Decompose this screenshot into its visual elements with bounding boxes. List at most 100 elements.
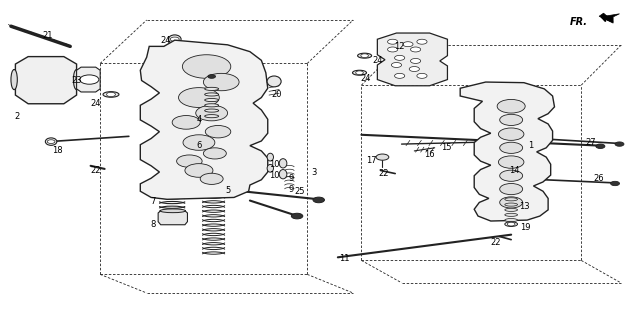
Circle shape <box>500 197 523 208</box>
Circle shape <box>596 144 605 148</box>
Text: 24: 24 <box>90 99 101 108</box>
Text: 24: 24 <box>360 74 371 83</box>
Ellipse shape <box>205 93 219 96</box>
Circle shape <box>499 156 524 168</box>
Circle shape <box>499 128 524 140</box>
Circle shape <box>204 148 227 159</box>
Ellipse shape <box>267 76 281 87</box>
Circle shape <box>417 73 427 78</box>
Circle shape <box>313 197 324 203</box>
Text: 13: 13 <box>518 202 529 211</box>
Circle shape <box>80 75 99 84</box>
Circle shape <box>500 183 523 195</box>
Circle shape <box>179 88 220 107</box>
Circle shape <box>361 54 369 58</box>
Circle shape <box>183 135 215 150</box>
Polygon shape <box>599 13 613 22</box>
Ellipse shape <box>74 69 80 90</box>
Circle shape <box>500 142 523 153</box>
Circle shape <box>356 71 364 74</box>
Ellipse shape <box>267 153 273 161</box>
Text: 3: 3 <box>311 167 316 177</box>
Circle shape <box>394 55 404 60</box>
Text: 17: 17 <box>365 156 376 165</box>
Ellipse shape <box>279 159 287 168</box>
Ellipse shape <box>353 70 367 75</box>
Circle shape <box>170 37 179 41</box>
Ellipse shape <box>205 109 219 112</box>
Text: 16: 16 <box>424 151 435 159</box>
Ellipse shape <box>505 208 518 211</box>
Text: 8: 8 <box>150 220 156 229</box>
Text: 5: 5 <box>225 186 230 195</box>
Circle shape <box>291 213 303 219</box>
Circle shape <box>205 126 231 138</box>
Polygon shape <box>15 57 77 104</box>
Text: 20: 20 <box>271 90 282 99</box>
Text: 27: 27 <box>586 138 596 147</box>
Circle shape <box>615 142 624 146</box>
Circle shape <box>410 47 420 52</box>
Text: 24: 24 <box>372 56 383 65</box>
Circle shape <box>172 115 200 129</box>
Circle shape <box>403 42 413 47</box>
Ellipse shape <box>205 104 219 107</box>
Circle shape <box>106 92 115 97</box>
Text: 21: 21 <box>42 31 52 40</box>
Text: 1: 1 <box>527 141 533 150</box>
Ellipse shape <box>45 138 57 145</box>
Text: 11: 11 <box>339 254 349 263</box>
Circle shape <box>47 140 55 143</box>
Text: 18: 18 <box>52 146 63 156</box>
Circle shape <box>500 114 523 126</box>
Circle shape <box>500 170 523 181</box>
Polygon shape <box>460 82 554 221</box>
Polygon shape <box>600 14 620 23</box>
Text: FR.: FR. <box>570 17 588 27</box>
Circle shape <box>376 154 389 160</box>
Text: 25: 25 <box>294 187 305 196</box>
Ellipse shape <box>205 115 219 118</box>
Ellipse shape <box>205 99 219 102</box>
Circle shape <box>410 59 420 64</box>
Text: 9: 9 <box>289 174 294 183</box>
Polygon shape <box>158 211 188 225</box>
Text: 23: 23 <box>71 76 82 85</box>
Circle shape <box>508 222 515 226</box>
Circle shape <box>182 55 231 78</box>
Circle shape <box>204 73 239 91</box>
Text: 12: 12 <box>394 42 405 51</box>
Text: 22: 22 <box>378 169 389 178</box>
Text: 9: 9 <box>289 185 294 193</box>
Text: 10: 10 <box>269 171 280 180</box>
Circle shape <box>388 39 397 44</box>
Ellipse shape <box>103 92 119 97</box>
Circle shape <box>392 63 401 68</box>
Ellipse shape <box>505 213 518 216</box>
Ellipse shape <box>358 53 372 58</box>
Circle shape <box>200 173 223 184</box>
Polygon shape <box>378 33 447 86</box>
Circle shape <box>388 47 397 52</box>
Ellipse shape <box>11 69 17 90</box>
Polygon shape <box>140 40 268 199</box>
Text: 19: 19 <box>520 223 531 232</box>
Text: 6: 6 <box>196 141 202 150</box>
Text: 7: 7 <box>150 197 156 206</box>
Ellipse shape <box>279 170 287 179</box>
Circle shape <box>611 181 620 186</box>
Polygon shape <box>77 67 100 92</box>
Circle shape <box>394 73 404 78</box>
Ellipse shape <box>267 164 273 172</box>
Circle shape <box>185 164 213 177</box>
Text: 22: 22 <box>490 238 500 247</box>
Text: 14: 14 <box>509 166 520 175</box>
Ellipse shape <box>505 198 518 201</box>
Text: 4: 4 <box>196 115 202 124</box>
Circle shape <box>497 100 525 113</box>
Text: 15: 15 <box>441 143 451 152</box>
Text: 24: 24 <box>161 36 171 45</box>
Circle shape <box>208 74 216 78</box>
Text: 22: 22 <box>90 166 101 175</box>
Ellipse shape <box>160 209 186 213</box>
